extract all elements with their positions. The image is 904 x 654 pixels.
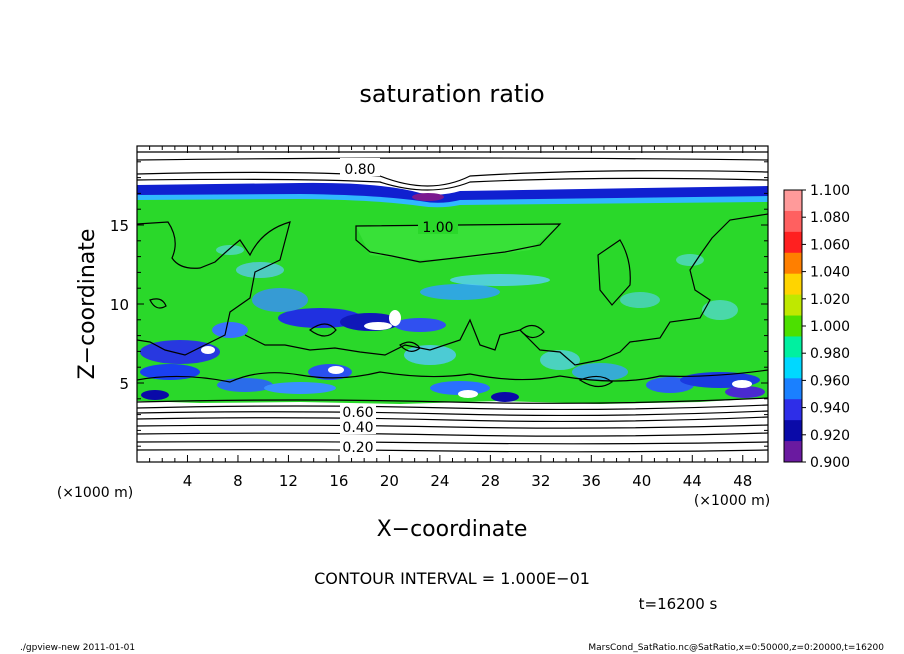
y-tick-label: 5	[119, 375, 129, 393]
colorbar-label: 0.940	[810, 401, 850, 417]
colorbar-label: 1.080	[810, 210, 850, 226]
colorbar-label: 1.020	[810, 292, 850, 308]
colorbar-swatch	[784, 399, 802, 421]
x-tick-label: 44	[683, 472, 702, 490]
y-axis-title: Z−coordinate	[75, 229, 100, 380]
x-tick-label: 48	[733, 472, 752, 490]
colorbar-label: 0.920	[810, 428, 850, 444]
colorbar-swatch	[784, 315, 802, 337]
footer-right: MarsCond_SatRatio.nc@SatRatio,x=0:50000,…	[588, 643, 884, 653]
y-tick-label: 15	[110, 217, 129, 235]
colorbar-swatch	[784, 252, 802, 275]
contour-label-080: 0.80	[344, 162, 375, 178]
colorbar-swatch	[784, 294, 802, 317]
colorbar-swatch	[784, 441, 802, 463]
x-tick-label: 28	[481, 472, 500, 490]
colorbar-swatch	[784, 190, 802, 212]
x-tick-label: 32	[531, 472, 550, 490]
colorbar-swatch	[784, 378, 802, 400]
colorbar-label: 0.960	[810, 373, 850, 389]
chart-title: saturation ratio	[359, 80, 544, 108]
footer-left: ./gpview-new 2011-01-01	[20, 643, 135, 653]
contour-label-060: 0.60	[342, 405, 373, 421]
contour-lines	[137, 151, 768, 453]
contour-label-100: 1.00	[422, 220, 453, 236]
time-label: t=16200 s	[639, 595, 718, 613]
colorbar-label: 1.100	[810, 183, 850, 199]
colorbar-swatch	[784, 210, 802, 233]
y-unit-label: (×1000 m)	[57, 485, 133, 501]
x-tick-label: 36	[582, 472, 601, 490]
plot-field: 0.80 1.00 0.60 0.40 0.20	[137, 146, 768, 462]
contour-labels: 0.80 1.00 0.60 0.40 0.20	[340, 158, 458, 456]
colorbar-swatch	[784, 273, 802, 296]
y-axis: 5 10 15	[110, 161, 768, 447]
contour-label-040: 0.40	[342, 420, 373, 436]
colorbar-label: 0.900	[810, 455, 850, 471]
colorbar-swatch	[784, 336, 802, 358]
colorbar-swatch	[784, 231, 802, 254]
x-axis: 4 8 12 16 20 24 28 32 36 40 44 48	[149, 146, 756, 490]
x-tick-label: 12	[279, 472, 298, 490]
x-tick-label: 4	[183, 472, 193, 490]
y-tick-label: 10	[110, 296, 129, 314]
colorbar-label: 1.000	[810, 319, 850, 335]
x-tick-label: 16	[329, 472, 348, 490]
cloud-voids	[201, 310, 752, 398]
colorbar-label: 1.040	[810, 265, 850, 281]
contour-interval-label: CONTOUR INTERVAL = 1.000E−01	[314, 569, 590, 588]
colorbar-swatch	[784, 420, 802, 442]
colorbar-label: 0.980	[810, 346, 850, 362]
contour-label-020: 0.20	[342, 440, 373, 456]
colorbar-label: 1.060	[810, 237, 850, 253]
x-tick-label: 8	[233, 472, 243, 490]
colorbar-swatch	[784, 357, 802, 379]
x-unit-label: (×1000 m)	[694, 493, 770, 509]
x-tick-label: 40	[632, 472, 651, 490]
x-tick-label: 20	[380, 472, 399, 490]
colorbar: 1.100 1.080 1.060 1.040 1.020 1.000 0.980 0.960…	[783, 183, 850, 471]
x-axis-title: X−coordinate	[377, 517, 528, 542]
x-tick-label: 24	[430, 472, 449, 490]
